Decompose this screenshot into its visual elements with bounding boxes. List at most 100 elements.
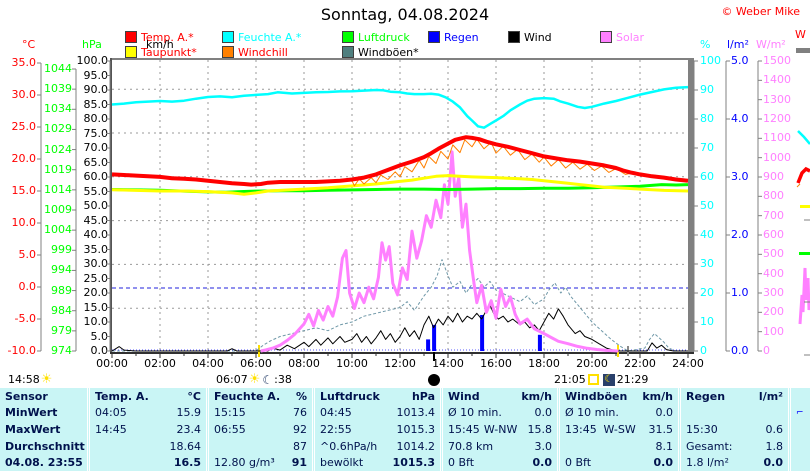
wm2-tick-label: 0 xyxy=(763,344,770,357)
x-axis-line xyxy=(110,352,694,354)
percent-tick-label: 30 xyxy=(700,257,714,270)
series-taupunkt xyxy=(111,174,689,196)
wm2-tick-label: 900 xyxy=(763,170,784,183)
cell-text: 14:45 xyxy=(95,422,127,436)
rain-bar xyxy=(432,324,437,351)
percent-tick-label: 60 xyxy=(700,170,714,183)
legend-swatch xyxy=(125,31,137,43)
legend-swatch xyxy=(222,46,234,58)
wm2-tick-label: 700 xyxy=(763,208,784,222)
time-label: 24:00 xyxy=(672,357,704,370)
legend-item-temp-a-: Temp. A.* xyxy=(125,31,194,44)
time-label: 12:00 xyxy=(384,357,416,370)
cell-text: Ø 10 min. xyxy=(565,406,619,420)
wm2-tick-label: 500 xyxy=(763,247,784,261)
legend-label: Taupunkt* xyxy=(141,45,197,59)
cell-value: 0.6 xyxy=(765,422,784,436)
legend-swatch xyxy=(600,31,612,43)
cell-value: 15.9 xyxy=(176,406,202,420)
cell-value: 0.0 xyxy=(655,406,674,420)
table-cell-regen: 1.8 l/m² 0.0 xyxy=(678,454,788,471)
percent-tick-label: 90 xyxy=(700,83,714,96)
percent-tick-label: 100 xyxy=(700,54,721,67)
cell-value: 23.4 xyxy=(176,422,202,436)
table-row-label: Sensor xyxy=(5,389,48,403)
statistics-table: Sensor Temp. A. °C Feuchte A.% Luftdruck hPa W… xyxy=(0,388,810,471)
time-label: 06:00 xyxy=(240,357,272,370)
sunrise-icon: ☀ xyxy=(248,371,261,387)
cell-text: 04:45 xyxy=(320,406,352,420)
sunrise-time: 06:07 xyxy=(216,373,248,386)
kmh-tick-label: 90.0 xyxy=(83,83,109,96)
hpa-tick-label: 1039 xyxy=(44,82,72,96)
celsius-tick-label: 20.0 xyxy=(11,152,37,165)
clipped-solar-fragment xyxy=(798,267,810,325)
kmh-tick-label: 80.0 xyxy=(83,112,109,125)
kmh-unit-label: km/h xyxy=(146,38,174,51)
table-cell-windb-en: 8.1 xyxy=(557,437,678,455)
percent-tick-label: 20 xyxy=(700,286,714,299)
time-label: 04:00 xyxy=(192,357,224,370)
sun-icon: ☀ xyxy=(40,371,53,387)
hpa-tick-label: 989 xyxy=(51,283,72,297)
lm2-tick-label: 5.0 xyxy=(731,54,749,67)
table-cell-wind: 70.8 km 3.0 xyxy=(440,437,557,455)
hpa-tick-label: 1024 xyxy=(44,142,72,156)
clipped-windchill-fragment xyxy=(796,183,801,188)
legend-label: Windchill xyxy=(238,45,288,59)
cell-text: 06:55 xyxy=(214,422,246,436)
cell-value: 16.5 xyxy=(173,456,201,470)
table-cell-wind: 15:45 W-NW 15.8 xyxy=(440,421,557,438)
cell-value: 3.0 xyxy=(534,439,553,453)
time-label: 02:00 xyxy=(144,357,176,370)
clipped-temp-fragment xyxy=(796,166,810,184)
cell-value: 8.1 xyxy=(655,439,674,453)
cell-value: 87 xyxy=(293,439,307,453)
rain-bar xyxy=(537,334,542,351)
kmh-tick-label: 100.0 xyxy=(76,54,109,67)
legend-item-windchill: Windchill xyxy=(222,45,288,59)
legend-label: Solar xyxy=(616,30,645,44)
wm2-tick-label: 100 xyxy=(763,324,784,338)
cell-text: 1.8 l/m² xyxy=(686,456,729,470)
table-cell-temp-a-: 16.5 xyxy=(87,454,206,471)
legend-item-luftdruck: Luftdruck xyxy=(342,31,410,44)
cell-value: 1014.2 xyxy=(396,439,436,453)
kmh-tick-label: 75.0 xyxy=(83,126,109,140)
kmh-tick-label: 45.0 xyxy=(83,213,109,227)
cell-value: 18.64 xyxy=(169,439,202,453)
cell-value: 1015.3 xyxy=(392,456,435,470)
hpa-tick-label: 1034 xyxy=(44,102,72,116)
chart-title: Sonntag, 04.08.2024 xyxy=(320,5,490,24)
cell-text: 70.8 km xyxy=(448,439,494,453)
wm2-tick-label: 1000 xyxy=(763,150,791,164)
clipped-glyph: ⌐ xyxy=(796,407,804,418)
cell-text: 04:05 xyxy=(95,406,127,420)
table-cell-temp-a-: 18.64 xyxy=(87,437,206,455)
wm2-tick-label: 1500 xyxy=(763,54,791,67)
percent-unit-label: % xyxy=(700,38,711,51)
cell-value: 76 xyxy=(293,406,307,420)
legend-swatch xyxy=(342,46,354,58)
table-cell-feuchte-a-: 15:15 76 xyxy=(206,404,312,422)
kmh-tick-label: 35.0 xyxy=(83,242,109,256)
legend-label: Wind xyxy=(524,30,552,44)
table-row-label: MaxWert xyxy=(5,422,61,436)
series-wind xyxy=(111,304,688,352)
watermark: © Weber Mike xyxy=(721,5,800,18)
column-unit: hPa xyxy=(411,389,435,403)
legend-swatch xyxy=(222,31,234,43)
cell-value: 91 xyxy=(291,456,307,470)
wm2-tick-label: 300 xyxy=(763,286,784,299)
wm2-tick-label: 600 xyxy=(763,228,784,241)
percent-tick-label: 70 xyxy=(700,141,714,154)
cell-text: 0 Bft xyxy=(565,456,592,470)
legend-item-feuchte-a-: Feuchte A.* xyxy=(222,31,301,44)
table-edge-strip xyxy=(788,421,810,438)
table-edge-strip: ⌐ xyxy=(788,404,810,422)
cell-text: 15:15 xyxy=(214,406,246,420)
rain-bar xyxy=(480,315,485,351)
wm2-tick-label: 1400 xyxy=(763,73,791,87)
lm2-tick-label: 4.0 xyxy=(731,112,749,125)
